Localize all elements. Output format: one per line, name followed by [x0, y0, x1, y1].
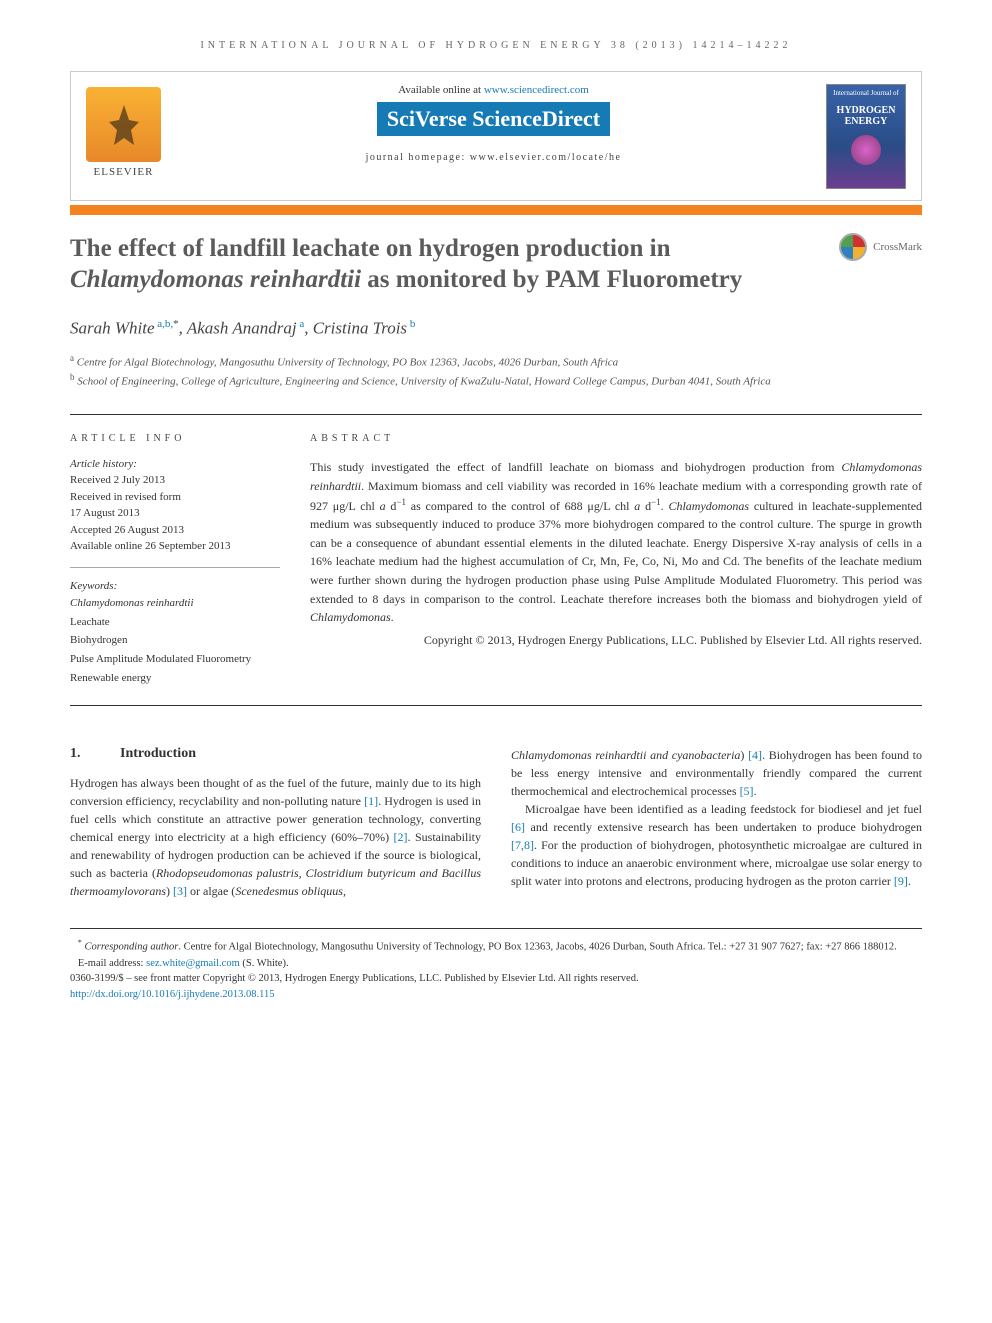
sciverse-logo: SciVerse ScienceDirect	[377, 102, 610, 136]
ref-4[interactable]: [4]	[748, 748, 762, 762]
footer-divider	[70, 928, 922, 929]
author-3: , Cristina Trois	[304, 318, 407, 337]
keyword-5: Renewable energy	[70, 669, 280, 688]
cover-pretitle: International Journal of	[831, 89, 901, 97]
abstract-copyright: Copyright © 2013, Hydrogen Energy Public…	[310, 631, 922, 650]
affil-b-text: School of Engineering, College of Agricu…	[75, 376, 771, 388]
keywords-label: Keywords:	[70, 580, 280, 592]
issn-copyright: 0360-3199/$ – see front matter Copyright…	[70, 971, 922, 987]
section-heading-intro: 1.Introduction	[70, 746, 481, 762]
homepage-link[interactable]: www.elsevier.com/locate/he	[470, 152, 622, 163]
affil-a-text: Centre for Algal Biotechnology, Mangosut…	[74, 357, 618, 369]
article-info-heading: ARTICLE INFO	[70, 433, 280, 444]
doi-link[interactable]: http://dx.doi.org/10.1016/j.ijhydene.201…	[70, 987, 922, 1003]
ref-6[interactable]: [6]	[511, 820, 525, 834]
ref-9[interactable]: [9]	[894, 874, 908, 888]
affiliation-b: b School of Engineering, College of Agri…	[70, 371, 922, 390]
author-1: Sarah White	[70, 318, 155, 337]
affiliations: a Centre for Algal Biotechnology, Mangos…	[70, 352, 922, 390]
available-online-text: Available online at www.sciencedirect.co…	[181, 84, 806, 96]
intro-para-left: Hydrogen has always been thought of as t…	[70, 774, 481, 900]
ref-1[interactable]: [1]	[364, 794, 378, 808]
info-divider	[70, 567, 280, 568]
elsevier-text: ELSEVIER	[86, 166, 161, 178]
ref-7-8[interactable]: [7,8]	[511, 838, 534, 852]
email-link[interactable]: sez.white@gmail.com	[146, 958, 240, 969]
section-num: 1.	[70, 746, 120, 762]
title-part2: as monitored by PAM Fluorometry	[361, 266, 742, 293]
keyword-3: Biohydrogen	[70, 631, 280, 650]
corresponding-author: * Corresponding author. Centre for Algal…	[70, 937, 922, 955]
running-header: INTERNATIONAL JOURNAL OF HYDROGEN ENERGY…	[70, 40, 922, 51]
history-label: Article history:	[70, 458, 280, 470]
intro-para-right: Chlamydomonas reinhardtii and cyanobacte…	[511, 746, 922, 890]
sciencedirect-link[interactable]: www.sciencedirect.com	[484, 84, 589, 96]
title-species: Chlamydomonas reinhardtii	[70, 266, 361, 293]
ref-2[interactable]: [2]	[394, 830, 408, 844]
cover-art-icon	[851, 135, 881, 165]
body-columns: 1.Introduction Hydrogen has always been …	[70, 746, 922, 900]
history-dates: Received 2 July 2013 Received in revised…	[70, 472, 280, 555]
abstract-heading: ABSTRACT	[310, 433, 922, 444]
journal-cover-thumb: International Journal of HYDROGEN ENERGY	[826, 84, 906, 189]
title-part1: The effect of landfill leachate on hydro…	[70, 235, 670, 262]
body-col-left: 1.Introduction Hydrogen has always been …	[70, 746, 481, 900]
keyword-2: Leachate	[70, 613, 280, 632]
author-2: , Akash Anandraj	[179, 318, 297, 337]
cover-title: HYDROGEN ENERGY	[831, 105, 901, 127]
section-title: Introduction	[120, 746, 196, 761]
author-list: Sarah White a,b,*, Akash Anandraj a, Cri…	[70, 318, 922, 339]
keywords-list: Chlamydomonas reinhardtii Leachate Biohy…	[70, 594, 280, 687]
crossmark-label: CrossMark	[873, 241, 922, 253]
keyword-1: Chlamydomonas reinhardtii	[70, 594, 280, 613]
crossmark-badge[interactable]: CrossMark	[839, 233, 922, 261]
ref-5[interactable]: [5]	[740, 784, 754, 798]
crossmark-icon	[839, 233, 867, 261]
available-prefix: Available online at	[398, 84, 484, 96]
journal-header-box: ELSEVIER Available online at www.science…	[70, 71, 922, 201]
footer-text: * Corresponding author. Centre for Algal…	[70, 937, 922, 1003]
author-3-affil[interactable]: b	[407, 318, 415, 330]
author-1-affil[interactable]: a,b,	[155, 318, 174, 330]
accent-bar	[70, 205, 922, 215]
journal-homepage: journal homepage: www.elsevier.com/locat…	[181, 152, 806, 163]
corresponding-email: E-mail address: sez.white@gmail.com (S. …	[70, 956, 922, 972]
article-info-sidebar: ARTICLE INFO Article history: Received 2…	[70, 433, 280, 687]
elsevier-logo: ELSEVIER	[86, 87, 161, 187]
article-title: The effect of landfill leachate on hydro…	[70, 233, 839, 296]
elsevier-tree-icon	[86, 87, 161, 162]
keyword-4: Pulse Amplitude Modulated Fluorometry	[70, 650, 280, 669]
abstract-text: This study investigated the effect of la…	[310, 458, 922, 626]
affiliation-a: a Centre for Algal Biotechnology, Mangos…	[70, 352, 922, 371]
body-col-right: Chlamydomonas reinhardtii and cyanobacte…	[511, 746, 922, 900]
abstract-column: ABSTRACT This study investigated the eff…	[310, 433, 922, 687]
ref-3[interactable]: [3]	[173, 884, 187, 898]
homepage-prefix: journal homepage:	[366, 152, 470, 163]
